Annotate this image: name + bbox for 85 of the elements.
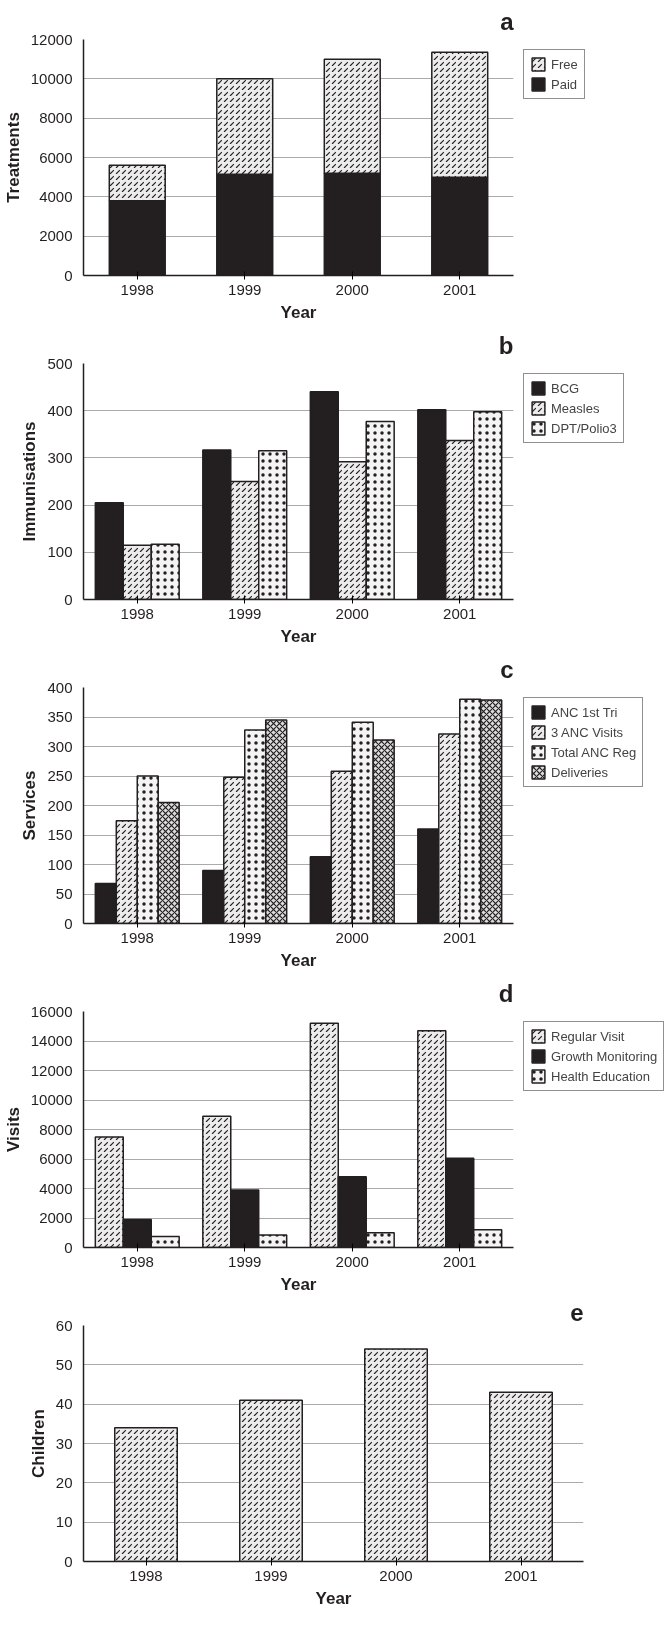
x-tick-label: 2001 xyxy=(443,280,477,298)
y-tick-label: 2000 xyxy=(39,227,73,245)
x-tick-label: 2000 xyxy=(335,1252,369,1270)
x-axis-title: Year xyxy=(280,302,317,322)
x-tick-label: 2000 xyxy=(335,604,369,622)
legend-label: 3 ANC Visits xyxy=(551,724,624,740)
x-tick-label: 1999 xyxy=(254,1566,288,1584)
legend-label: Deliveries xyxy=(551,764,609,780)
y-tick-label: 100 xyxy=(47,855,73,873)
y-tick-label: 16000 xyxy=(30,1002,73,1020)
y-axis-title: Services xyxy=(20,770,40,841)
y-tick-label: 40 xyxy=(55,1395,73,1413)
x-axis-title: Year xyxy=(280,950,317,970)
y-tick-label: 0 xyxy=(64,1238,73,1256)
legend-label: BCG xyxy=(551,380,580,396)
y-tick-label: 10000 xyxy=(30,1091,73,1108)
y-axis-title: Immunisations xyxy=(20,421,40,542)
y-tick-label: 400 xyxy=(47,401,73,419)
y-tick-label: 60 xyxy=(55,1316,73,1334)
legend-label: Growth Monitoring xyxy=(551,1048,658,1064)
x-tick-label: 1998 xyxy=(129,1566,163,1584)
y-tick-label: 4000 xyxy=(39,1179,73,1197)
x-tick-label: 1998 xyxy=(120,604,154,622)
x-tick-label: 2001 xyxy=(443,604,477,622)
x-tick-label: 1998 xyxy=(120,280,154,298)
y-tick-label: 200 xyxy=(47,796,73,814)
text: b xyxy=(498,331,514,359)
y-tick-label: 4000 xyxy=(39,187,73,205)
legend-label: DPT/Polio3 xyxy=(551,420,617,436)
y-tick-label: 0 xyxy=(64,1552,73,1570)
x-axis-title: Year xyxy=(280,626,317,646)
y-tick-label: 50 xyxy=(55,1355,73,1373)
x-tick-label: 2000 xyxy=(335,928,369,946)
y-tick-label: 500 xyxy=(47,354,73,372)
legend-label: ANC 1st Tri xyxy=(551,704,618,720)
y-tick-label: 10 xyxy=(55,1513,73,1531)
legend-label: Measles xyxy=(551,400,600,416)
legend-label: Paid xyxy=(551,76,578,92)
text: c xyxy=(500,655,514,683)
y-tick-label: 12000 xyxy=(30,1061,73,1079)
y-tick-label: 12000 xyxy=(30,30,73,48)
y-tick-label: 30 xyxy=(55,1434,73,1452)
y-axis-title: Children xyxy=(28,1409,48,1478)
x-tick-label: 1998 xyxy=(120,928,154,946)
x-tick-label: 1999 xyxy=(228,1252,262,1270)
y-tick-label: 8000 xyxy=(39,109,73,127)
y-tick-label: 300 xyxy=(47,737,73,755)
y-tick-label: 200 xyxy=(47,496,73,514)
y-tick-label: 8000 xyxy=(39,1120,73,1138)
x-tick-label: 2000 xyxy=(379,1566,413,1584)
y-tick-label: 14000 xyxy=(30,1032,73,1049)
x-tick-label: 2001 xyxy=(443,1252,477,1270)
y-tick-label: 150 xyxy=(47,826,73,843)
y-tick-label: 0 xyxy=(64,914,73,932)
y-tick-label: 50 xyxy=(55,885,73,902)
y-tick-label: 2000 xyxy=(39,1209,73,1226)
y-tick-label: 10000 xyxy=(30,69,73,87)
legend-label: Free xyxy=(551,56,578,72)
legend-label: Regular Visit xyxy=(551,1028,625,1044)
annotation: e xyxy=(570,1298,584,1326)
x-axis-title: Year xyxy=(280,1274,317,1294)
x-tick-label: 2001 xyxy=(504,1566,538,1584)
y-tick-label: 350 xyxy=(47,708,73,725)
y-tick-label: 400 xyxy=(47,678,73,696)
x-tick-label: 1999 xyxy=(228,928,262,946)
y-axis-title: Visits xyxy=(3,1106,23,1153)
text: a xyxy=(500,7,515,35)
x-axis-title: Year xyxy=(315,1588,352,1608)
y-tick-label: 250 xyxy=(47,767,73,784)
y-tick-label: 20 xyxy=(55,1473,73,1491)
text: d xyxy=(498,979,514,1007)
y-tick-label: 100 xyxy=(47,543,73,561)
y-tick-label: 300 xyxy=(47,448,73,466)
x-tick-label: 2000 xyxy=(335,280,369,298)
x-tick-label: 1999 xyxy=(228,280,262,298)
x-tick-label: 2001 xyxy=(443,928,477,946)
legend-label: Health Education xyxy=(551,1068,651,1084)
x-tick-label: 1999 xyxy=(228,604,262,622)
y-tick-label: 0 xyxy=(64,266,73,284)
y-tick-label: 6000 xyxy=(39,1150,73,1167)
legend-label: Total ANC Reg xyxy=(551,744,637,760)
x-tick-label: 1998 xyxy=(120,1252,154,1270)
y-tick-label: 0 xyxy=(64,590,73,608)
y-axis-title: Treatments xyxy=(3,112,23,203)
y-tick-label: 6000 xyxy=(39,148,73,166)
